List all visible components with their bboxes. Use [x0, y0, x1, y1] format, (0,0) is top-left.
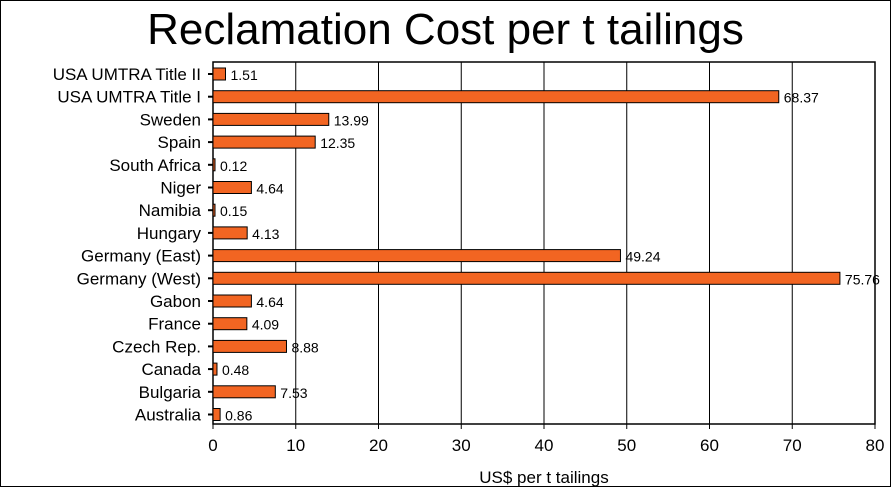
- data-label: 4.64: [256, 181, 283, 197]
- bar: [212, 408, 221, 421]
- data-label: 1.51: [230, 67, 257, 83]
- category-label: USA UMTRA Title I: [57, 88, 201, 107]
- x-tick-label: 50: [617, 436, 636, 455]
- data-label: 8.88: [291, 339, 318, 355]
- bar: [212, 181, 252, 194]
- x-axis-label: US$ per t tailings: [479, 468, 608, 487]
- bar: [212, 317, 248, 331]
- category-label: Spain: [158, 133, 201, 152]
- x-tick-label: 10: [286, 436, 305, 455]
- category-label: Sweden: [140, 110, 201, 129]
- data-label: 4.13: [252, 226, 279, 242]
- data-label: 68.37: [784, 90, 819, 106]
- category-label: Hungary: [137, 224, 202, 243]
- bar: [212, 249, 621, 263]
- x-tick-label: 70: [783, 436, 802, 455]
- bar: [212, 385, 276, 399]
- bar: [212, 67, 226, 81]
- category-label: Gabon: [150, 292, 201, 311]
- data-label: 13.99: [334, 112, 369, 128]
- category-label: Australia: [135, 406, 202, 425]
- category-label: Bulgaria: [139, 383, 202, 402]
- category-label: Namibia: [139, 201, 202, 220]
- x-tick-label: 40: [535, 436, 554, 455]
- bar: [212, 339, 287, 353]
- x-tick-label: 0: [208, 436, 217, 455]
- data-label: 4.64: [256, 294, 283, 310]
- data-label: 0.15: [220, 203, 247, 219]
- category-label: Niger: [160, 179, 201, 198]
- x-tick-label: 30: [452, 436, 471, 455]
- category-label: Czech Rep.: [112, 337, 201, 356]
- category-label: Germany (East): [81, 247, 201, 266]
- data-label: 0.12: [220, 158, 247, 174]
- x-tick-label: 20: [369, 436, 388, 455]
- chart-title: Reclamation Cost per t tailings: [147, 5, 744, 54]
- bar: [212, 135, 316, 149]
- bar: [212, 112, 330, 126]
- bar: [212, 362, 218, 376]
- bar: [212, 158, 216, 172]
- bar: [212, 271, 841, 285]
- data-label: 4.09: [252, 317, 279, 333]
- data-label: 0.48: [222, 362, 249, 378]
- bar: [212, 90, 780, 104]
- category-label: Canada: [141, 360, 201, 379]
- x-tick-label: 60: [700, 436, 719, 455]
- bar: [212, 294, 252, 308]
- x-tick-label: 80: [866, 436, 885, 455]
- bar: [212, 226, 248, 240]
- data-label: 49.24: [625, 249, 660, 265]
- category-label: USA UMTRA Title II: [53, 65, 201, 84]
- category-label: France: [148, 315, 201, 334]
- data-label: 0.86: [225, 408, 252, 424]
- data-label: 7.53: [280, 385, 307, 401]
- data-label: 75.76: [845, 271, 880, 287]
- category-label: South Africa: [109, 156, 201, 175]
- category-label: Germany (West): [77, 269, 201, 288]
- data-label: 12.35: [320, 135, 355, 151]
- bar: [212, 203, 216, 217]
